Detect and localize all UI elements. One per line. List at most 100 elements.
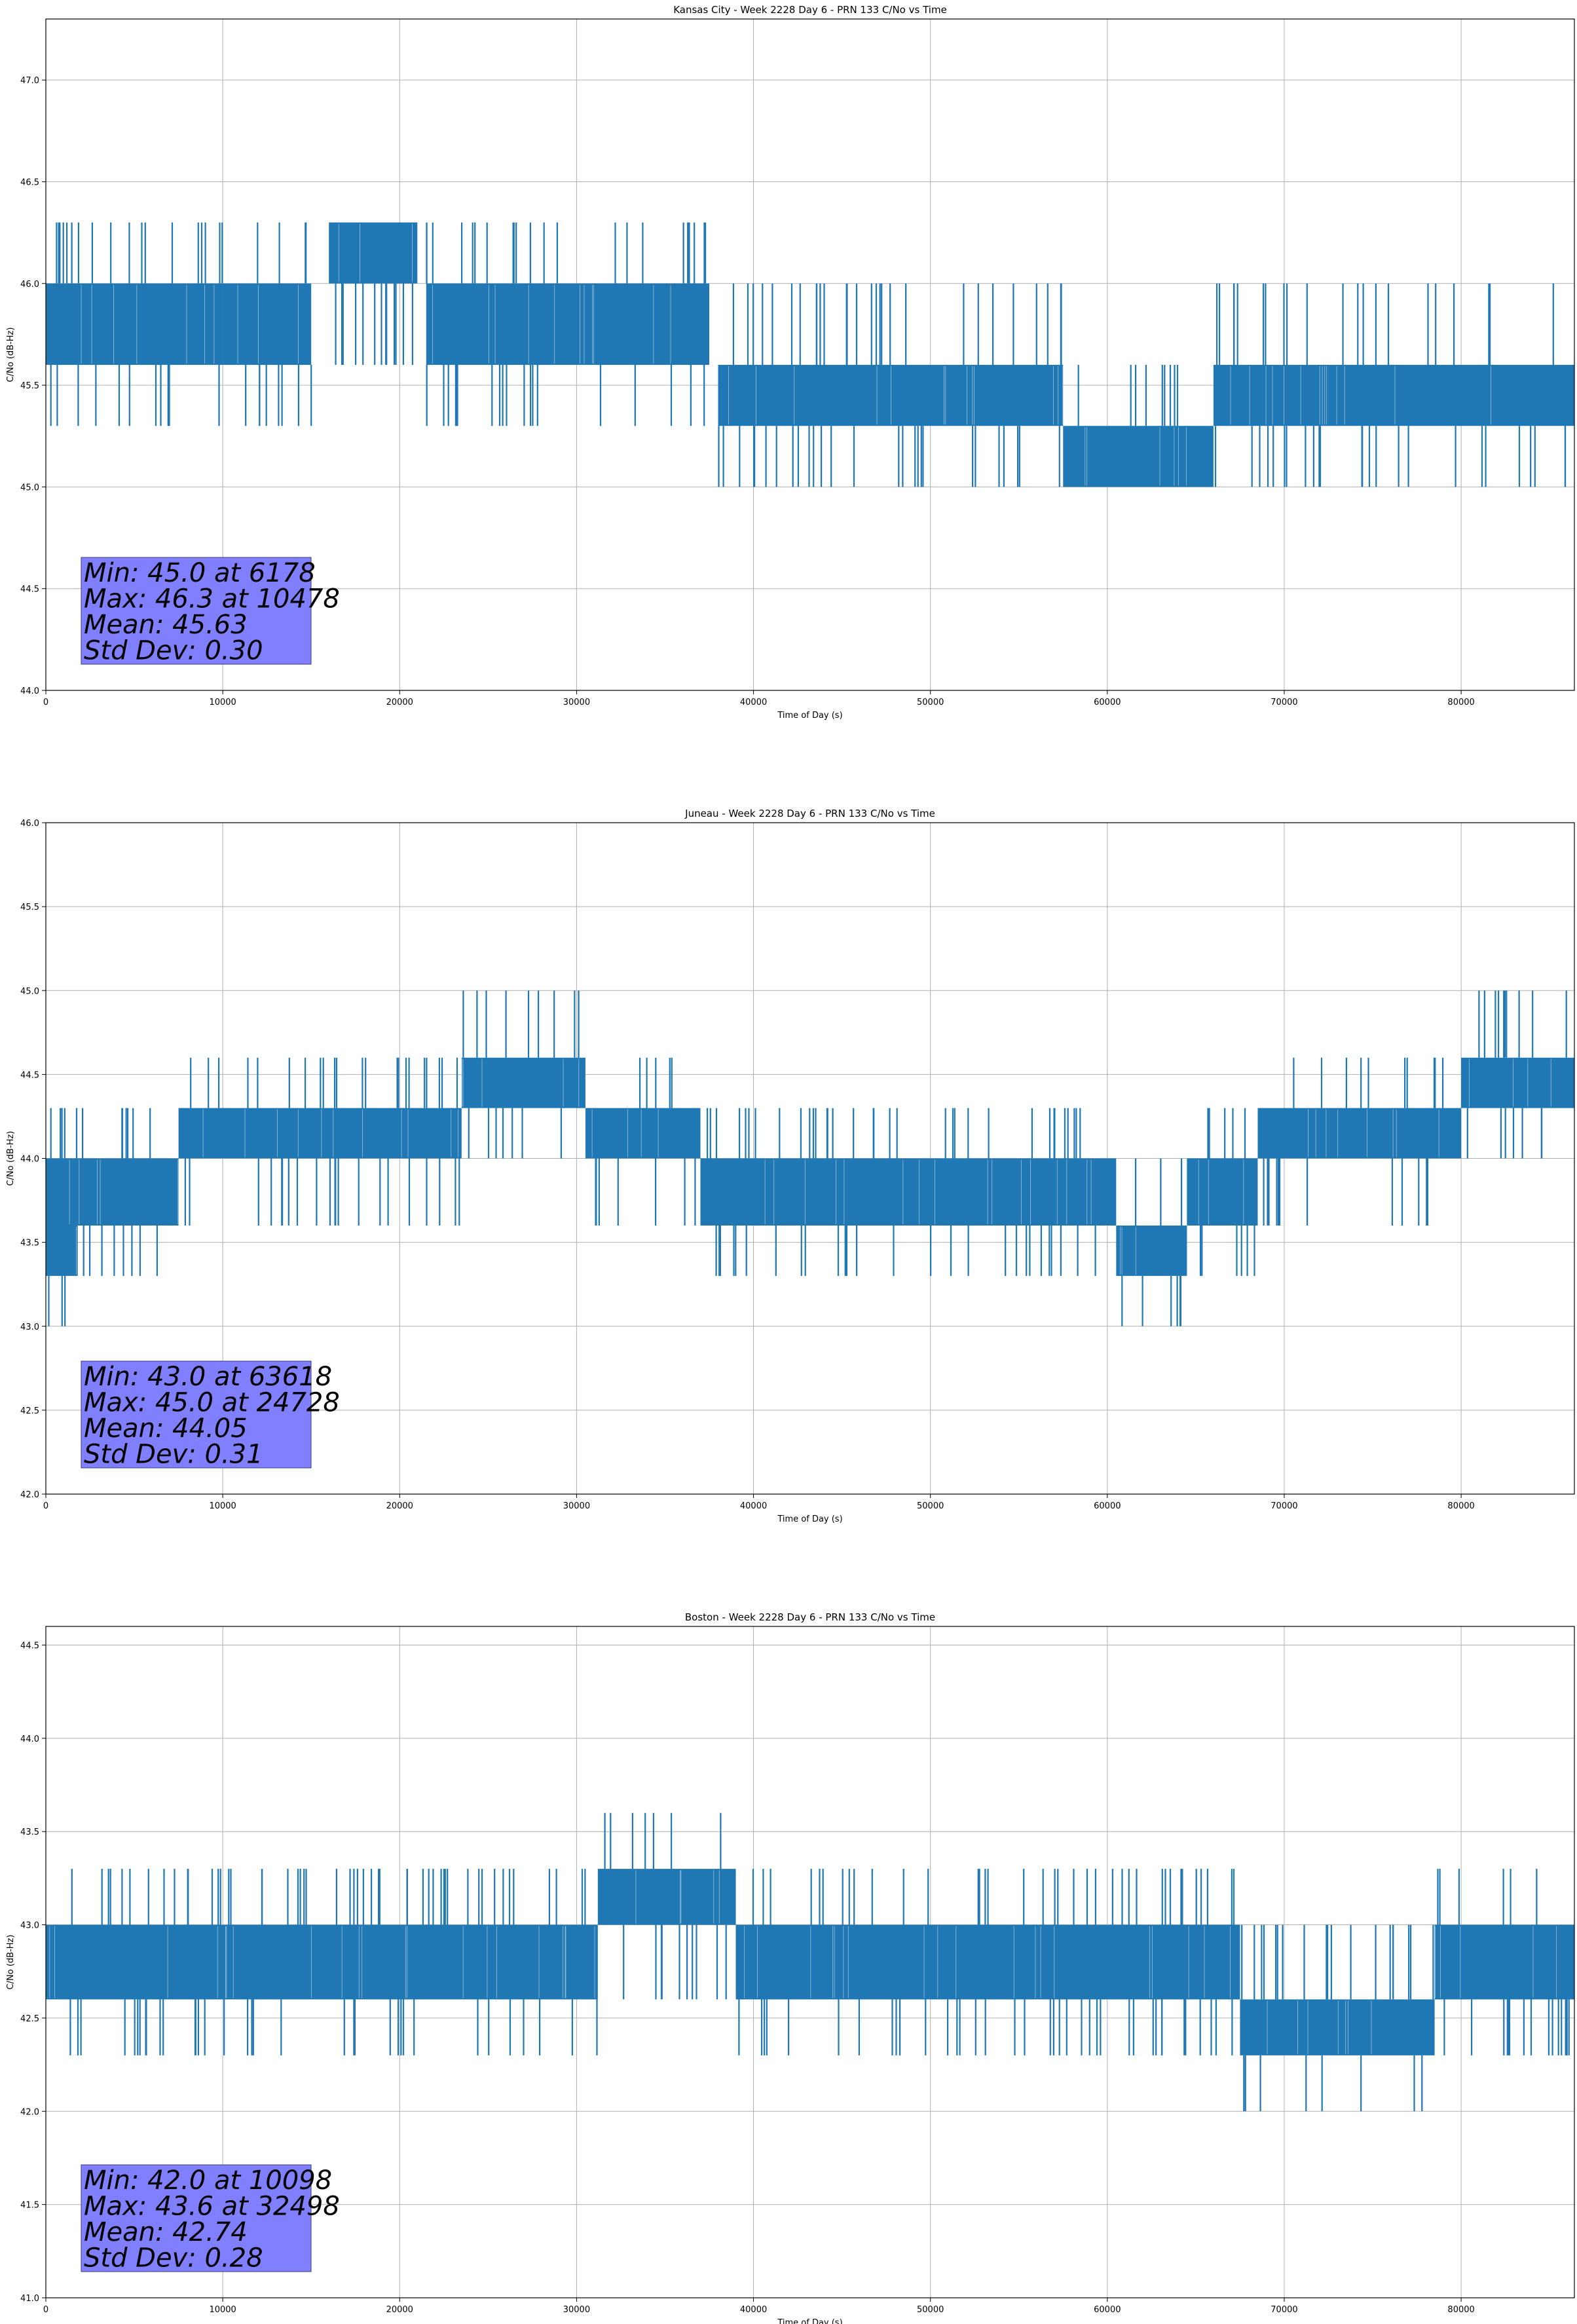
series-gaps [1308, 1109, 1439, 1157]
series-spikes [718, 283, 1062, 487]
y-axis-label: C/No (dB-Hz) [6, 1131, 16, 1186]
x-tick-label: 60000 [1094, 2305, 1121, 2315]
series-band [178, 1108, 462, 1159]
series-band [585, 1108, 701, 1159]
series-spikes [184, 1057, 460, 1226]
y-tick-label: 44.0 [20, 1155, 39, 1165]
stats-box [81, 2164, 312, 2272]
stats-line: Max: 46.3 at 10478 [84, 584, 340, 614]
series-band [1257, 1108, 1462, 1159]
x-tick-label: 80000 [1447, 2305, 1474, 2315]
x-tick-label: 20000 [386, 698, 413, 707]
series-band [1461, 1057, 1574, 1108]
series-gaps [1267, 2000, 1372, 2054]
series-gaps [432, 284, 671, 364]
series-gaps [1198, 1159, 1244, 1224]
y-axis-label: C/No (dB-Hz) [6, 328, 16, 383]
x-tick-label: 70000 [1271, 2305, 1297, 2315]
chart-title: Boston - Week 2228 Day 6 - PRN 133 C/No … [685, 1611, 935, 1623]
series-spikes [1214, 283, 1567, 487]
stats-line: Std Dev: 0.30 [84, 636, 263, 666]
series-spikes [69, 1869, 598, 2055]
axes-frame [45, 18, 1575, 691]
series-band [46, 1158, 179, 1226]
stats-line: Min: 43.0 at 63618 [84, 1362, 332, 1392]
y-tick-label: 43.0 [20, 1921, 39, 1931]
series-spikes [1437, 1869, 1570, 2055]
series-spikes [1121, 1158, 1183, 1326]
stats-box [81, 1360, 312, 1469]
series-gaps [635, 1870, 720, 1924]
series-band [597, 1869, 736, 1925]
series-gaps [744, 1926, 1231, 1998]
x-tick-label: 0 [43, 698, 48, 707]
series-spikes [50, 1108, 158, 1276]
x-axis-label: Time of Day (s) [777, 1514, 842, 1524]
x-tick-label: 0 [43, 2305, 48, 2315]
x-tick-label: 40000 [740, 1501, 767, 1511]
series-band [329, 222, 418, 284]
series-spikes [50, 222, 223, 426]
x-tick-label: 30000 [563, 2305, 590, 2315]
x-tick-label: 70000 [1271, 698, 1297, 707]
series-gaps [237, 284, 299, 364]
series-band [1116, 1226, 1187, 1276]
series-gaps [69, 1159, 179, 1224]
series-band [46, 283, 223, 365]
series-band [1063, 426, 1214, 487]
series-band [46, 1226, 78, 1276]
x-axis-label: Time of Day (s) [777, 711, 842, 721]
series-gaps [338, 223, 413, 282]
stats-line: Min: 45.0 at 6178 [84, 558, 316, 588]
series-gaps [202, 1109, 458, 1157]
series-gaps [1085, 427, 1187, 486]
series-gaps [1120, 1227, 1136, 1275]
series-spikes [595, 1057, 696, 1226]
series-spikes [1199, 1108, 1255, 1276]
y-tick-label: 47.0 [20, 76, 39, 86]
series-band [700, 1158, 1117, 1226]
x-tick-label: 50000 [917, 698, 944, 707]
series-gaps [462, 1059, 580, 1107]
y-tick-label: 44.5 [20, 585, 39, 595]
y-tick-label: 46.5 [20, 178, 39, 187]
y-tick-label: 44.5 [20, 1070, 39, 1080]
x-tick-label: 10000 [209, 1501, 236, 1511]
y-tick-label: 42.0 [20, 2107, 39, 2117]
y-tick-label: 46.0 [20, 280, 39, 290]
y-tick-label: 44.0 [20, 1734, 39, 1744]
series-cno [46, 222, 1574, 487]
x-tick-label: 40000 [740, 698, 767, 707]
x-tick-label: 60000 [1094, 1501, 1121, 1511]
series-spikes [426, 222, 707, 426]
y-tick-label: 45.0 [20, 483, 39, 493]
series-spikes [1241, 1924, 1434, 2112]
y-tick-label: 41.0 [20, 2294, 39, 2304]
x-tick-label: 0 [43, 1501, 48, 1511]
series-spikes [1263, 1057, 1444, 1226]
series-spikes [335, 283, 413, 365]
series-gaps [728, 366, 1064, 425]
stats-line: Std Dev: 0.28 [84, 2243, 263, 2274]
series-band [223, 283, 312, 365]
series-gaps [591, 1109, 659, 1157]
chart-panel-3: 0 10000 20000 30000 40000 50000 60000 70000 8000… [6, 1611, 1575, 2324]
series-spikes [462, 990, 580, 1159]
x-tick-label: 20000 [386, 2305, 413, 2315]
x-tick-label: 60000 [1094, 698, 1121, 707]
axes-frame [45, 1626, 1575, 2298]
y-tick-label: 42.0 [20, 1490, 39, 1500]
series-band [461, 1057, 585, 1108]
series-spikes [245, 222, 312, 426]
series-cno [46, 1812, 1574, 2112]
y-tick-label: 43.0 [20, 1322, 39, 1332]
y-tick-label: 43.5 [20, 1239, 39, 1248]
x-tick-label: 20000 [386, 1501, 413, 1511]
series-gaps [764, 1159, 1092, 1224]
y-tick-label: 42.5 [20, 2014, 39, 2024]
series-band [46, 1924, 598, 2000]
x-tick-label: 50000 [917, 1501, 944, 1511]
y-tick-label: 43.5 [20, 1827, 39, 1837]
series-band [1434, 1924, 1574, 2000]
x-tick-label: 70000 [1271, 1501, 1297, 1511]
